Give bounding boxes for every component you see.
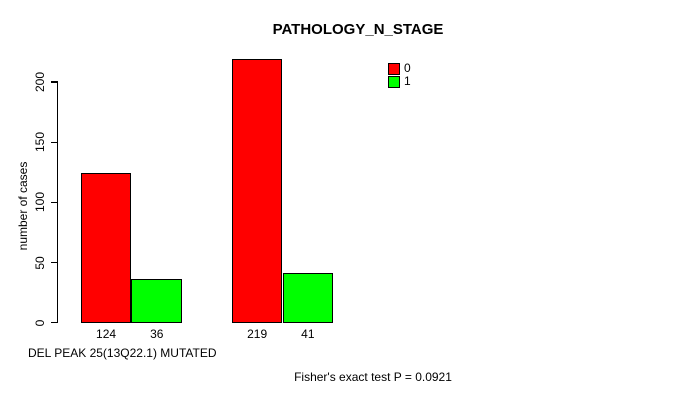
annotation-text: Fisher's exact test P = 0.0921 — [294, 370, 452, 384]
y-axis-tick-label: 100 — [33, 192, 47, 213]
bar-series0-group2 — [231, 59, 283, 323]
bar-series1-group2 — [282, 273, 334, 323]
y-axis-tick — [50, 201, 58, 203]
legend-item: 1 — [388, 74, 411, 89]
bar-value-label: 219 — [247, 327, 268, 341]
bar-series0-group1 — [80, 173, 132, 323]
legend-label: 0 — [404, 61, 411, 76]
bar-value-label: 36 — [150, 327, 164, 341]
y-axis-tick-label: 0 — [33, 319, 47, 327]
y-axis-title: number of cases — [16, 161, 30, 251]
legend-swatch-1 — [388, 75, 400, 88]
bar-value-label: 41 — [301, 327, 315, 341]
bar-value-label: 124 — [96, 327, 117, 341]
y-axis-tick-label: 200 — [33, 71, 47, 93]
y-axis-tick — [50, 141, 58, 143]
x-axis-title: DEL PEAK 25(13Q22.1) MUTATED — [28, 346, 217, 360]
y-axis-tick — [50, 261, 58, 264]
y-axis-tick-label: 50 — [33, 255, 47, 270]
y-axis-tick-label: 150 — [33, 132, 47, 153]
legend-item: 0 — [388, 61, 411, 76]
y-axis-tick — [50, 322, 58, 324]
y-axis-line — [57, 82, 59, 323]
y-axis-tick — [50, 81, 58, 83]
legend-swatch-0 — [388, 62, 400, 75]
chart-title: PATHOLOGY_N_STAGE — [272, 21, 444, 38]
legend-label: 1 — [404, 74, 411, 89]
bar-series1-group1 — [131, 279, 183, 323]
